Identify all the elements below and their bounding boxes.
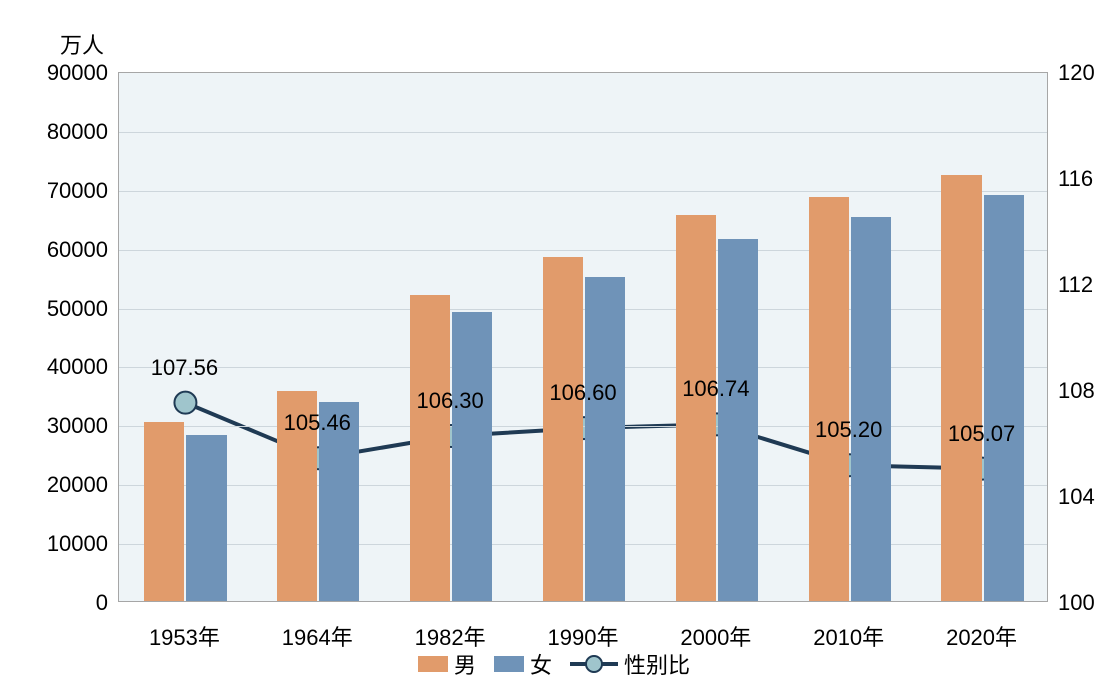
bar-female [452,312,492,601]
legend-item-ratio: 性别比 [570,648,690,680]
y-left-tick-label: 50000 [47,296,108,322]
x-tick-label: 1982年 [415,620,486,652]
ratio-data-label: 106.60 [549,380,616,406]
bar-female [984,195,1024,601]
y-left-tick-label: 40000 [47,354,108,380]
bar-female [718,239,758,601]
y-right-tick-label: 108 [1058,378,1095,404]
grid-line [119,250,1047,251]
ratio-marker [174,392,196,414]
bar-female [851,217,891,601]
legend-swatch-male [418,656,448,672]
grid-line [119,367,1047,368]
bar-male [543,257,583,602]
y-left-tick-label: 20000 [47,472,108,498]
bar-male [144,422,184,601]
legend-label-male: 男 [454,648,476,680]
ratio-data-label: 105.46 [284,410,351,436]
legend-label-ratio: 性别比 [624,648,690,680]
legend-label-female: 女 [530,648,552,680]
bar-female [186,435,226,601]
ratio-data-label: 106.74 [682,376,749,402]
x-tick-label: 2000年 [680,620,751,652]
plot-area [118,72,1048,602]
legend-swatch-female [494,656,524,672]
y-left-tick-label: 60000 [47,237,108,263]
y-left-tick-label: 80000 [47,119,108,145]
ratio-data-label: 105.07 [948,421,1015,447]
legend: 男 女 性别比 [0,648,1108,680]
bar-male [410,295,450,601]
bar-male [941,175,981,601]
x-tick-label: 1964年 [282,620,353,652]
y-right-tick-label: 112 [1058,272,1093,298]
ratio-data-label: 105.20 [815,417,882,443]
grid-line [119,132,1047,133]
legend-item-female: 女 [494,648,552,680]
y-left-tick-label: 0 [96,590,108,616]
ratio-data-label: 107.56 [151,355,218,381]
grid-line [119,544,1047,545]
x-tick-label: 1990年 [548,620,619,652]
bar-male [809,197,849,601]
x-tick-label: 1953年 [149,620,220,652]
population-sex-ratio-chart: 万人 男 女 性别比 0 10000 20000 30000 40000 50000 600… [0,0,1108,692]
y-left-tick-label: 30000 [47,413,108,439]
y-right-tick-label: 100 [1058,590,1095,616]
y-right-tick-label: 116 [1058,166,1093,192]
y-left-tick-label: 10000 [47,531,108,557]
y-right-tick-label: 120 [1058,60,1095,86]
bar-male [676,215,716,601]
legend-item-male: 男 [418,648,476,680]
grid-line [119,426,1047,427]
bar-female [585,277,625,601]
grid-line [119,191,1047,192]
ratio-data-label: 106.30 [416,388,483,414]
y-left-tick-label: 70000 [47,178,108,204]
x-tick-label: 2020年 [946,620,1017,652]
line-layer [119,73,1049,603]
grid-line [119,309,1047,310]
legend-marker-ratio [570,654,618,674]
y-right-tick-label: 104 [1058,484,1095,510]
y-left-tick-label: 90000 [47,60,108,86]
x-tick-label: 2010年 [813,620,884,652]
grid-line [119,485,1047,486]
y-unit-label: 万人 [60,28,104,60]
